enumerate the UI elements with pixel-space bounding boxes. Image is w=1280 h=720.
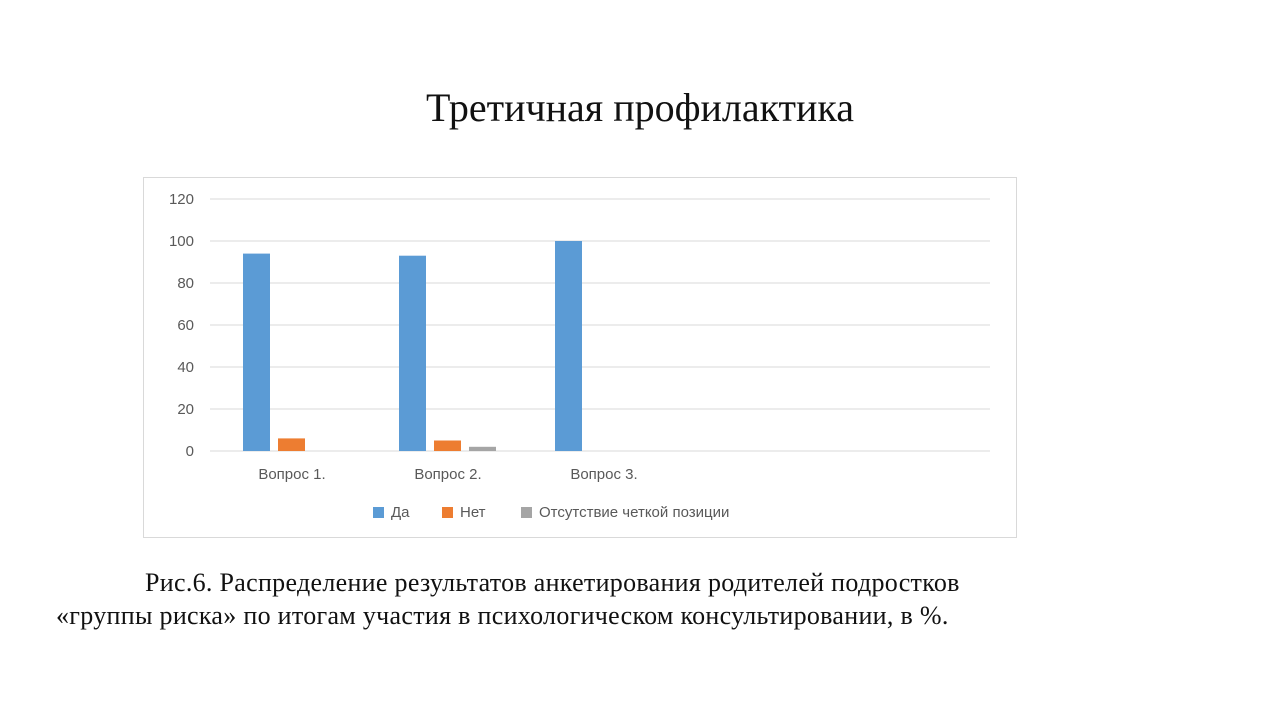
legend-swatch [521,507,532,518]
bars [243,241,582,451]
legend-label: Да [391,504,410,521]
y-tick-label: 20 [177,401,194,418]
legend-label: Отсутствие четкой позиции [539,504,729,521]
bar [278,438,305,451]
legend-swatch [442,507,453,518]
x-tick-label: Вопрос 3. [570,466,637,483]
y-axis-ticks: 0 20 40 60 80 100 120 [169,191,194,460]
y-tick-label: 60 [177,317,194,334]
slide-title: Третичная профилактика [425,85,855,130]
y-tick-label: 120 [169,191,194,208]
bar [469,446,496,451]
legend-swatch [373,507,384,518]
y-tick-label: 100 [169,233,194,250]
gridlines [210,198,990,452]
x-tick-label: Вопрос 2. [414,466,481,483]
bar [243,253,270,451]
x-axis-ticks: Вопрос 1. Вопрос 2. Вопрос 3. [258,466,637,483]
bar [555,241,582,451]
caption-line-1: Рис.6. Распределение результатов анкетир… [145,568,960,597]
x-tick-label: Вопрос 1. [258,466,325,483]
legend-label: Нет [460,504,486,521]
bar [399,255,426,451]
y-tick-label: 40 [177,359,194,376]
y-tick-label: 80 [177,275,194,292]
chart-frame: 0 20 40 60 80 100 120 Вопрос 1. Вопрос 2. Вопрос… [143,177,1017,538]
caption-line-2: «группы риска» по итогам участия в психо… [56,601,949,630]
legend: Да Нет Отсутствие четкой позиции [373,504,729,521]
y-tick-label: 0 [186,443,194,460]
bar [434,440,461,451]
